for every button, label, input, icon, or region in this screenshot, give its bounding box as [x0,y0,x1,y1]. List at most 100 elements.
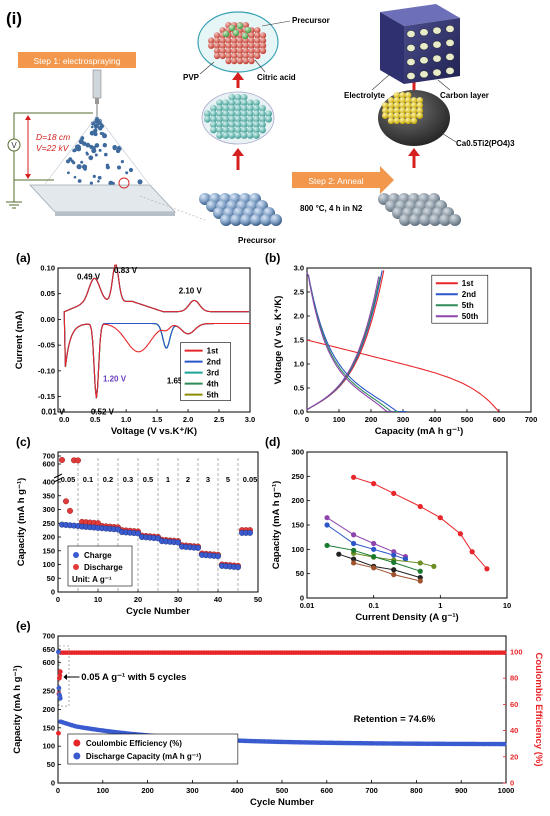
sphere-particle [393,107,400,114]
droplet [77,179,82,183]
sphere-particle [242,57,249,65]
sphere-particle [254,42,261,49]
sphere-particle [213,32,221,39]
data-point [350,532,357,538]
droplet [85,151,89,155]
cube-pore [445,25,455,33]
x-tick-label: 600 [493,415,506,424]
discharge-point [59,457,66,464]
x-tick-label: 1.5 [152,415,162,424]
y-tick-label: 250 [42,519,55,528]
anneal-conditions: 800 °C, 4 h in N2 [300,204,363,213]
series-line [353,562,421,582]
data-point [457,531,464,537]
sphere-particle [248,37,255,44]
panel-i-schematic: (i) Step 1: electrospraying V D=18 cm V=… [6,4,515,245]
x-axis-label: Voltage (V vs.K⁺/K) [111,426,197,437]
sphere-particle [236,37,244,44]
data-point [391,490,397,496]
sphere-particle [259,42,267,49]
x-axis-label: Cycle Number [250,797,314,808]
rate-label: 0.1 [83,475,93,484]
charge-point [246,529,253,536]
x-tick-label: 900 [455,786,468,795]
legend-box [67,733,239,765]
droplet [102,143,108,148]
lattice-sphere [399,214,411,226]
x-tick-label: 20 [134,595,142,604]
sphere-particle [204,115,211,123]
sphere-particle [259,104,266,112]
x-tick-label: 400 [429,415,442,424]
cube-pore [432,26,442,35]
data-point [350,474,357,480]
sphere-particle [236,47,244,54]
sphere-particle [240,115,248,123]
y-tick-label: 150 [42,723,55,732]
step2-banner [292,172,380,188]
sphere-particle [393,112,400,119]
sphere-particle [253,104,260,112]
highlight-circle [118,177,130,189]
lattice-sphere [250,214,262,226]
sphere-particle [208,42,215,49]
data-point [417,503,423,510]
distance-label: D=18 cm [36,132,70,142]
sphere-particle [246,126,254,134]
sphere-particle [393,117,400,125]
x-tick-label: 1 [438,601,442,610]
spray-droplets [44,115,150,186]
sphere-particle [253,99,260,107]
ce-point [56,730,61,736]
sphere-particle [240,121,248,128]
x-tick-label: 200 [365,415,378,424]
x-tick-label: 0.01 [300,601,315,610]
panel-label: (b) [265,251,280,265]
sphere-particle [259,37,267,44]
lattice-sphere [429,214,441,226]
charge-curve [306,276,380,411]
y-tick-label: 150 [291,521,304,530]
cube-pore [432,68,442,77]
sphere-particle [248,52,255,60]
data-point [371,540,377,547]
step1-banner [18,52,136,68]
lattice-sphere [260,214,272,226]
first-cycles-box [58,645,70,707]
droplet [128,167,134,173]
y-tick-label: 3.0 [294,264,304,273]
droplet [74,144,81,150]
x-tick-label: 0.0 [59,415,69,424]
series-line [353,476,488,570]
sphere-particle [254,52,261,60]
unit-label: Unit: A g⁻¹ [72,575,112,584]
data-point [391,572,397,578]
charge-curve [306,270,383,411]
y-tick-label: 200 [291,496,304,505]
sphere-particle [246,99,254,107]
y-tick-label: 1.0 [294,360,304,369]
sphere-particle [259,47,267,54]
data-point [350,547,357,553]
lattice-sphere [240,214,252,226]
sphere-particle [236,42,244,49]
x-axis-label: Current Density (A g⁻¹) [355,612,458,623]
data-point [324,522,330,528]
x-tick-label: 0 [56,595,60,604]
sphere-particle [253,132,260,139]
sphere-particle [240,94,248,101]
droplet [99,123,105,129]
y-tick-label: 650 [42,645,55,654]
sphere-particle [240,126,248,134]
x-tick-label: 700 [525,415,538,424]
droplet [104,152,108,157]
lattice-sphere [220,214,232,226]
droplet [94,143,100,148]
droplet [97,175,102,180]
legend-entry: 50th [462,312,479,321]
sphere-particle [222,121,230,128]
y2-axis-label: Coulombic Efficiency (%) [533,652,544,766]
capacity-point [56,685,62,691]
sphere-particle [382,112,389,119]
x-tick-label: 300 [186,786,199,795]
